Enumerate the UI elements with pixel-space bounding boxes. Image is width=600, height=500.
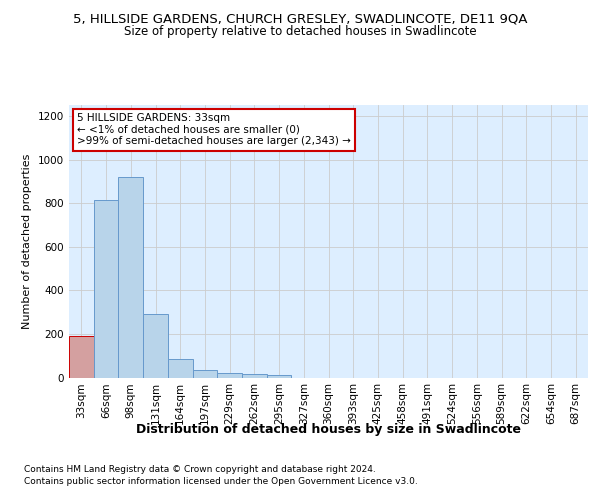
Bar [69,336,94,378]
Bar [143,314,168,378]
Text: 5, HILLSIDE GARDENS, CHURCH GRESLEY, SWADLINCOTE, DE11 9QA: 5, HILLSIDE GARDENS, CHURCH GRESLEY, SWA… [73,12,527,26]
Bar [168,359,193,378]
Bar [193,370,217,378]
Bar [267,376,292,378]
Text: Distribution of detached houses by size in Swadlincote: Distribution of detached houses by size … [136,422,521,436]
Y-axis label: Number of detached properties: Number of detached properties [22,154,32,329]
Bar [94,200,118,378]
Text: Size of property relative to detached houses in Swadlincote: Size of property relative to detached ho… [124,25,476,38]
Bar [242,374,267,378]
Text: 5 HILLSIDE GARDENS: 33sqm
← <1% of detached houses are smaller (0)
>99% of semi-: 5 HILLSIDE GARDENS: 33sqm ← <1% of detac… [77,113,350,146]
Text: Contains public sector information licensed under the Open Government Licence v3: Contains public sector information licen… [24,478,418,486]
Bar [118,177,143,378]
Bar [217,373,242,378]
Text: Contains HM Land Registry data © Crown copyright and database right 2024.: Contains HM Land Registry data © Crown c… [24,465,376,474]
